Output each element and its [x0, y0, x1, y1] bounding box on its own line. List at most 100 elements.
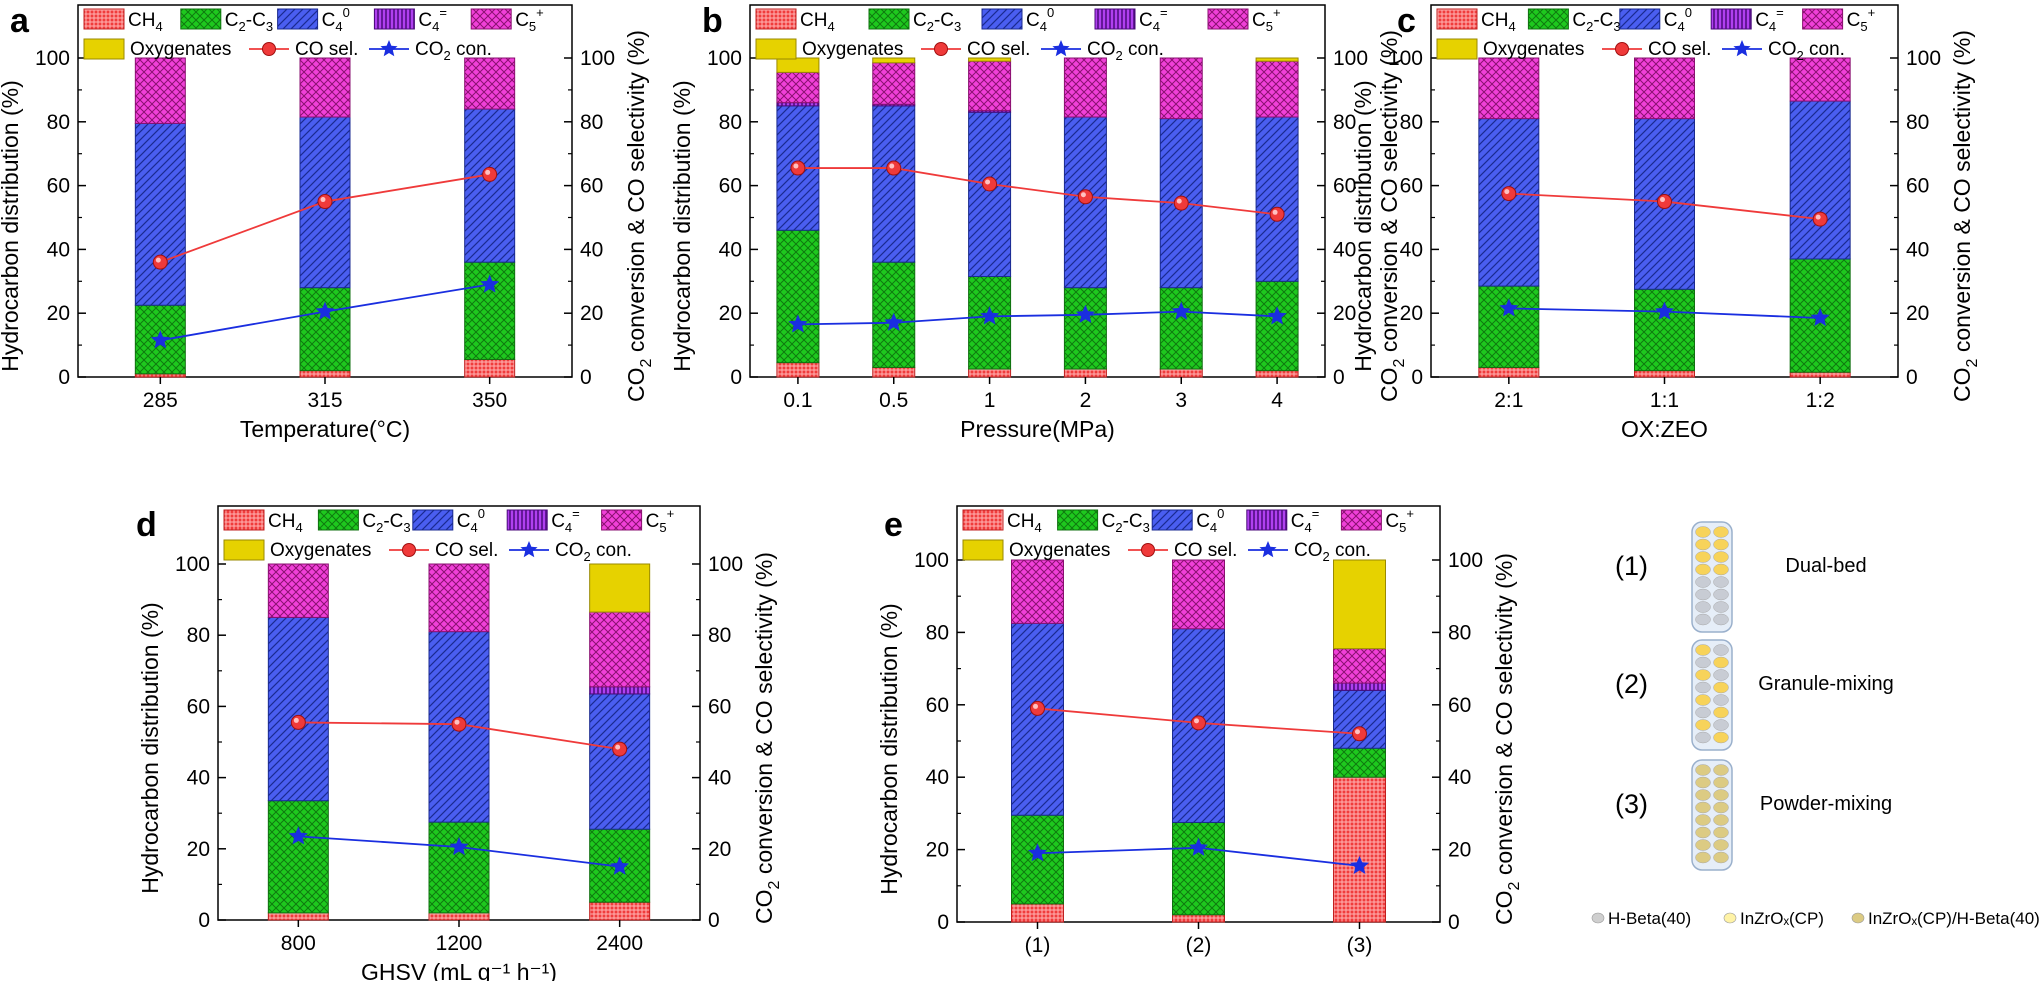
bar-C2C3-315: [299, 287, 351, 372]
catalyst-particle: [1713, 669, 1729, 681]
bar-C5-3: [1159, 57, 1203, 120]
y2-tick-label: 100: [708, 553, 743, 576]
x-tick-label: 2:1: [1494, 389, 1523, 412]
legend-label-co2: CO2 con.: [1768, 39, 1845, 63]
legend-label-C4ene: C4=: [1139, 5, 1168, 34]
legend-label-C2C3: C2-C3: [1102, 511, 1150, 535]
co2-con-point: [1349, 855, 1370, 874]
legend-swatch-Oxy: [83, 38, 125, 60]
legend: CH4 C2-C3 C40 C4= C5+ Oxygenates CO sel. CO2 co…: [755, 5, 1281, 63]
catalyst-particle: [1695, 694, 1711, 706]
catalyst-particle: [1713, 776, 1729, 789]
legend-label-C40: C40: [1196, 506, 1224, 535]
y-tick-label: 20: [926, 839, 949, 862]
y-tick-label: 0: [198, 909, 210, 932]
bar-CH4-2: [1063, 368, 1107, 378]
co2-con-point: [449, 837, 469, 856]
x-tick-label: 315: [307, 389, 342, 412]
co2-con-point: [788, 314, 808, 333]
bar-C5-4: [1255, 60, 1299, 118]
legend-swatch-CH4: [755, 8, 797, 30]
co-sel-point-highlight: [615, 744, 621, 750]
catalyst-particle: [1713, 706, 1729, 719]
y2-tick-label: 0: [1448, 911, 1460, 934]
y-tick-label: 40: [719, 238, 742, 261]
legend-swatch-C4ene: [373, 8, 415, 30]
y-tick-label: 20: [1400, 302, 1423, 325]
y-axis-title: Hydrocarbon distribution (%): [137, 602, 163, 893]
x-tick-label: 1:1: [1650, 389, 1679, 412]
co2-con-point: [150, 330, 170, 349]
bar-Oxy-2400: [589, 563, 651, 613]
reactor-scheme: (1) Dual-bed (2) Granule-mixing (3) Powder-mi…: [1591, 521, 2040, 928]
bar-C2C3-1:1: [1634, 288, 1695, 372]
y-tick-label: 60: [719, 175, 742, 198]
scheme-legend-marker: [1723, 912, 1737, 924]
legend-swatch-C4ene: [1710, 8, 1752, 30]
y-tick-label: 80: [47, 111, 70, 134]
bar-CH4-4: [1255, 370, 1299, 378]
panel-letter: d: [136, 506, 157, 544]
x-axis-title: Temperature(°C): [240, 416, 410, 442]
catalyst-particle: [1713, 551, 1729, 563]
co2-con-point: [980, 306, 1000, 325]
bar-Oxy-4: [1255, 57, 1299, 62]
legend-marker-co: [1615, 42, 1629, 56]
y-tick-label: 0: [1411, 366, 1423, 389]
co-sel-point: [1352, 726, 1367, 742]
x-axis-title: Pressure(MPa): [960, 416, 1115, 442]
co2-con-point: [884, 312, 904, 331]
y2-axis-title: CO2 conversion & CO selectivity (%): [1491, 553, 1523, 925]
bar-Oxy-(3): [1333, 559, 1386, 650]
co-sel-point: [1812, 211, 1828, 227]
legend-marker-co: [1141, 543, 1155, 557]
y2-tick-label: 20: [1448, 839, 1471, 862]
catalyst-particle: [1713, 588, 1729, 601]
legend-swatch-C4ene: [1246, 509, 1288, 531]
co2-con-line: [797, 310, 1278, 326]
co-sel-point: [886, 160, 902, 176]
legend-swatch-Oxy: [1436, 38, 1478, 60]
catalyst-particle: [1695, 551, 1711, 563]
co-sel-point-highlight: [1272, 209, 1278, 215]
legend-marker-co2: [380, 40, 398, 57]
y-tick-label: 100: [175, 553, 210, 576]
bar-C5-2:1: [1478, 57, 1540, 120]
legend-label-co: CO sel.: [1174, 540, 1237, 561]
co-sel-point-highlight: [454, 719, 460, 725]
catalyst-particle: [1713, 801, 1729, 814]
legend-label-C4ene: C4=: [418, 5, 447, 34]
scheme-number: (3): [1615, 789, 1648, 819]
bar-C40-1:2: [1789, 100, 1851, 260]
catalyst-particle: [1713, 526, 1729, 538]
catalyst-particle: [1713, 851, 1729, 864]
y2-tick-label: 20: [1333, 302, 1356, 325]
legend-swatch-C40: [1619, 8, 1661, 30]
panel-letter: c: [1397, 2, 1416, 40]
legend-swatch-C2C3: [868, 8, 910, 30]
bar-C40-2400: [589, 693, 651, 830]
bar-CH4-3: [1159, 368, 1203, 378]
x-tick-label: 4: [1271, 389, 1283, 412]
co2-con-point: [1499, 298, 1519, 317]
catalyst-particle: [1695, 656, 1711, 669]
x-tick-label: (3): [1347, 934, 1373, 957]
y-tick-label: 20: [47, 302, 70, 325]
catalyst-particle: [1713, 731, 1729, 744]
legend-label-co: CO sel.: [435, 540, 498, 561]
bar-C40-1: [968, 111, 1012, 278]
co-sel-point-highlight: [1194, 718, 1199, 724]
co2-con-point: [1810, 307, 1830, 327]
y-tick-label: 0: [730, 366, 742, 389]
legend-swatch-CH4: [962, 509, 1004, 531]
x-axis-title: GHSV (mL g⁻¹ h⁻¹): [361, 959, 557, 981]
y-tick-label: 100: [35, 47, 70, 70]
catalyst-particle: [1713, 601, 1729, 613]
scheme-legend-label: InZrOₓ(CP)/H-Beta(40): [1868, 909, 2040, 928]
legend-swatch-C5: [1207, 8, 1249, 30]
bar-C40-(1): [1011, 622, 1064, 816]
y-tick-label: 0: [937, 911, 949, 934]
catalyst-particle: [1695, 801, 1711, 814]
y-tick-label: 100: [707, 47, 742, 70]
bar-C2C3-2: [1063, 287, 1107, 370]
